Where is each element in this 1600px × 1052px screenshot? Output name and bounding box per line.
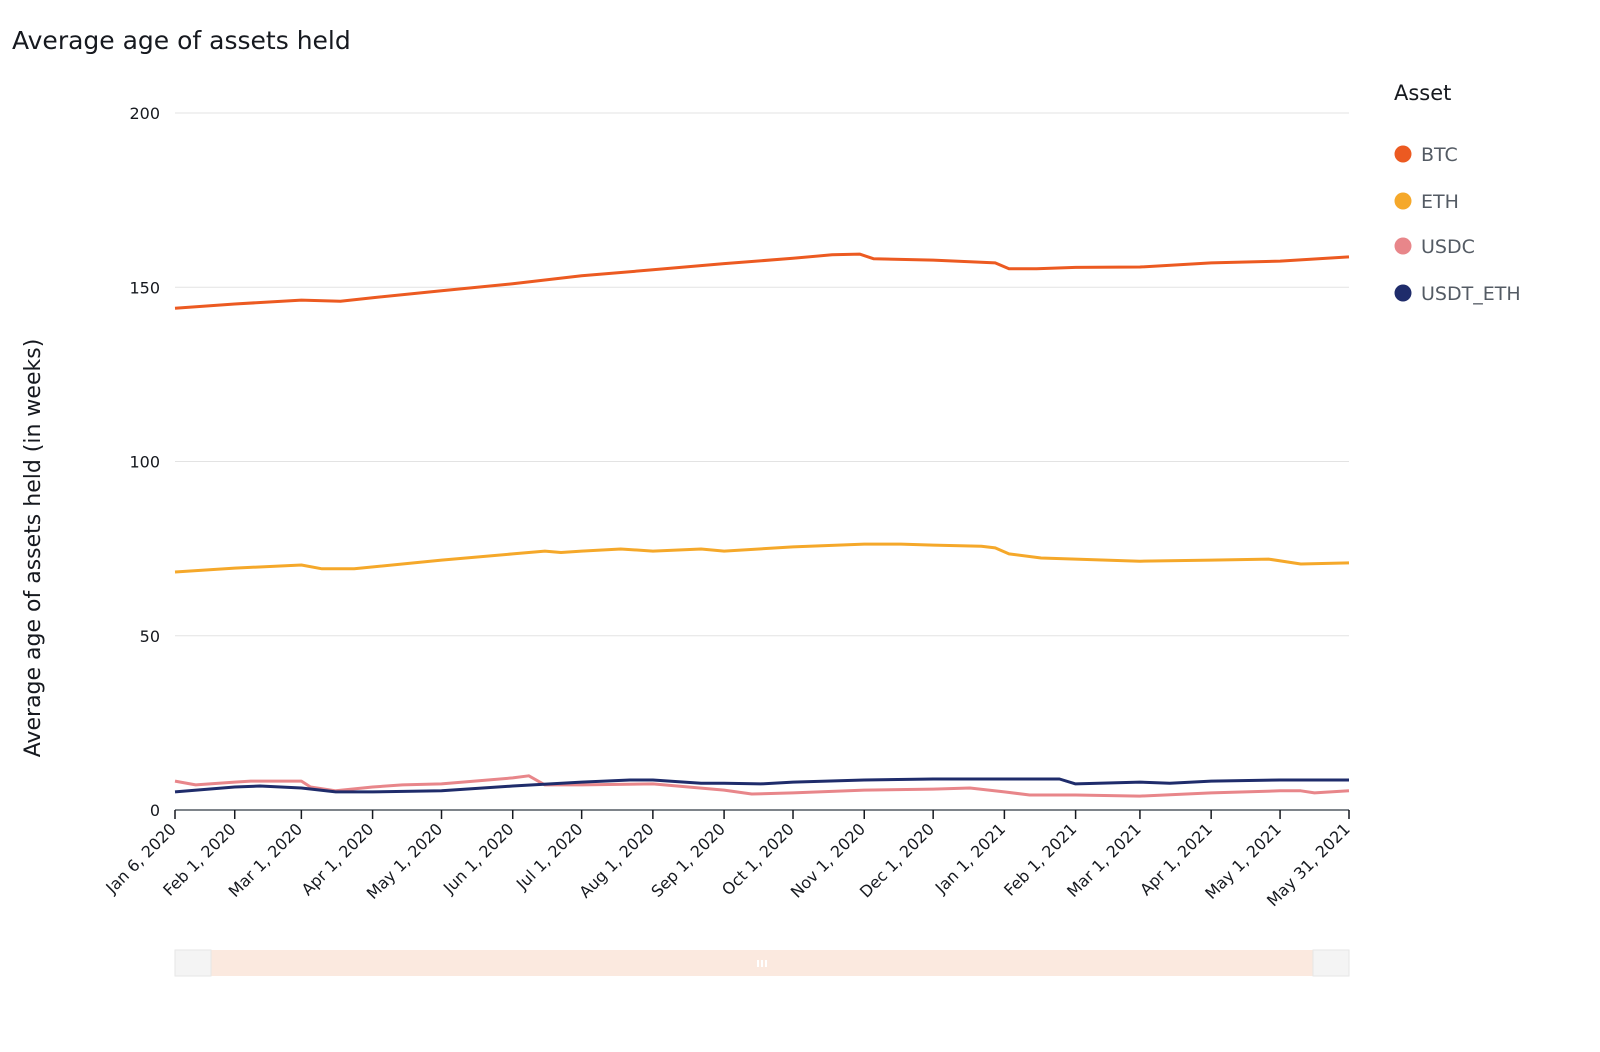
legend-item-btc[interactable]: BTC [1394,144,1458,166]
y-tick-label: 50 [140,627,160,646]
legend-item-eth[interactable]: ETH [1394,191,1459,213]
y-tick-label: 200 [129,104,160,123]
range-slider[interactable] [174,949,1350,977]
legend-label: BTC [1421,144,1458,166]
x-tick-label: Dec 1, 2020 [856,819,938,901]
legend-label: USDC [1421,236,1475,258]
legend-label: ETH [1421,191,1459,213]
y-tick-label: 100 [129,453,160,472]
y-axis: 0 50 100 150 200 [129,104,160,820]
series-line-btc [174,252,1350,310]
x-tick-label: Jun 1, 2020 [439,819,518,898]
chart-title: Average age of assets held [12,26,351,55]
legend-item-usdc[interactable]: USDC [1394,236,1475,258]
y-tick-label: 0 [150,801,160,820]
series-line-usdt_eth [174,777,1349,794]
legend-label: USDT_ETH [1421,283,1521,305]
series-line-eth [174,542,1350,574]
y-tick-label: 150 [129,278,160,297]
legend-title: Asset [1394,81,1451,105]
series-lines [174,252,1350,798]
legend-item-usdt_eth[interactable]: USDT_ETH [1394,283,1521,305]
slider-left-handle[interactable] [174,949,212,977]
x-tick-label: Sep 1, 2020 [647,819,729,901]
y-axis-label: Average age of assets held (in weeks) [21,339,46,758]
gridlines [175,112,1349,811]
x-tick-label: Aug 1, 2020 [575,819,657,901]
legend-dot-icon [1394,284,1412,302]
legend: BTC ETH USDC USDT_ETH [1394,144,1521,305]
legend-dot-icon [1394,192,1412,210]
legend-dot-icon [1394,145,1412,163]
series-line-usdc [174,774,1350,798]
slider-right-handle[interactable] [1312,949,1350,977]
x-tick-label: Oct 1, 2020 [718,819,798,899]
x-tick-label: Jul 1, 2020 [512,819,587,894]
legend-dot-icon [1394,237,1412,255]
x-tick-label: Jan 1, 2021 [931,819,1009,897]
slider-grip-icon [757,960,767,967]
